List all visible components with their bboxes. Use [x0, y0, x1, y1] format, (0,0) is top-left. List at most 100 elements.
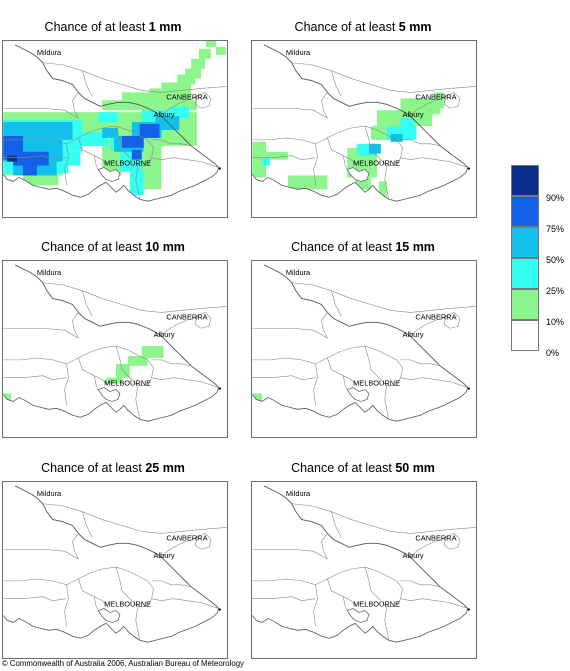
ocean — [3, 608, 227, 658]
city-label-mildura: Mildura — [37, 268, 62, 277]
district-border — [72, 312, 79, 339]
probability-layer-2 — [368, 133, 403, 154]
state-border — [263, 485, 469, 609]
port-phillip-bay — [97, 387, 121, 402]
city-label-albury: Albury — [154, 330, 175, 339]
district-border — [64, 363, 69, 406]
probability-layer-4 — [7, 155, 18, 162]
district-border — [3, 375, 67, 380]
district-border — [135, 606, 141, 641]
act-border — [194, 533, 212, 550]
district-border — [72, 533, 79, 560]
map-canvas-15mm: Mildura CANBERRA Albury MELBOURNE — [252, 264, 476, 437]
district-border — [400, 359, 441, 367]
map-50mm: Mildura CANBERRA Albury MELBOURNE — [251, 481, 477, 659]
district-border — [82, 511, 93, 538]
panel-title-50mm: Chance of at least 50 mm — [291, 461, 435, 475]
probability-layer-3 — [3, 124, 160, 176]
coastline — [3, 167, 220, 202]
city-label-melbourne: MELBOURNE — [353, 600, 400, 609]
port-phillip-bay — [97, 167, 121, 182]
legend-swatch-0 — [511, 320, 539, 351]
district-border — [252, 125, 366, 145]
district-border — [364, 345, 397, 386]
act-border — [443, 533, 461, 550]
ocean — [252, 608, 476, 658]
district-border — [252, 345, 366, 365]
coastline — [3, 608, 220, 643]
city-label-canberra: CANBERRA — [166, 92, 207, 101]
act-border — [443, 312, 461, 329]
district-border — [321, 533, 328, 560]
district-border — [3, 327, 79, 339]
district-border — [400, 598, 468, 609]
cape-marker — [467, 387, 470, 390]
city-label-mildura: Mildura — [286, 48, 311, 57]
district-border — [161, 314, 202, 337]
district-border — [151, 359, 192, 367]
district-border — [93, 155, 99, 170]
city-label-canberra: CANBERRA — [415, 312, 456, 321]
legend-swatch-75 — [511, 196, 539, 227]
district-border — [400, 377, 468, 388]
district-border — [342, 155, 348, 170]
district-border — [3, 345, 117, 365]
district-border — [342, 596, 348, 611]
legend-label-90: 90% — [546, 193, 565, 203]
cape-marker — [218, 387, 221, 390]
district-border — [400, 580, 441, 588]
cape-marker — [218, 608, 221, 611]
district-border — [82, 290, 93, 317]
city-label-melbourne: MELBOURNE — [104, 600, 151, 609]
cape-marker — [218, 167, 221, 170]
ocean — [3, 167, 227, 217]
district-border — [331, 70, 342, 97]
district-border — [78, 357, 109, 386]
district-border — [42, 62, 227, 93]
district-border — [291, 62, 476, 93]
district-border — [364, 345, 403, 386]
map-5mm: Mildura CANBERRA Albury MELBOURNE — [251, 40, 477, 218]
district-border — [400, 157, 468, 168]
coastline — [252, 608, 469, 643]
district-border — [78, 137, 109, 166]
district-border — [135, 165, 141, 200]
panel-title-1mm: Chance of at least 1 mm — [44, 20, 182, 34]
district-border — [252, 548, 328, 560]
city-label-canberra: CANBERRA — [415, 92, 456, 101]
map-canvas-50mm: Mildura CANBERRA Albury MELBOURNE — [252, 485, 476, 658]
cape-marker — [467, 167, 470, 170]
district-border — [313, 363, 318, 406]
state-border — [14, 44, 220, 168]
city-label-albury: Albury — [403, 330, 424, 339]
legend-label-10: 10% — [546, 317, 565, 327]
city-label-melbourne: MELBOURNE — [353, 159, 400, 168]
city-label-mildura: Mildura — [37, 48, 62, 57]
district-border — [384, 606, 390, 641]
city-label-melbourne: MELBOURNE — [104, 159, 151, 168]
district-border — [3, 107, 79, 119]
copyright-notice: © Commonwealth of Australia 2006, Austra… — [2, 659, 244, 668]
district-border — [252, 155, 316, 160]
district-border — [64, 584, 69, 627]
map-canvas-1mm: Mildura CANBERRA Albury MELBOURNE — [3, 41, 227, 217]
coastline — [252, 167, 469, 202]
district-border — [151, 139, 192, 147]
district-border — [321, 92, 328, 119]
district-border — [3, 596, 67, 601]
ocean — [252, 387, 476, 437]
cape-marker — [467, 608, 470, 611]
state-border — [263, 44, 469, 168]
legend-label-25: 25% — [546, 286, 565, 296]
map-15mm: Mildura CANBERRA Albury MELBOURNE — [251, 260, 477, 438]
panel-title-5mm: Chance of at least 5 mm — [294, 20, 432, 34]
district-border — [364, 566, 397, 607]
district-border — [151, 157, 219, 168]
port-phillip-bay — [346, 387, 370, 402]
district-border — [384, 385, 390, 420]
district-border — [364, 125, 403, 166]
district-border — [331, 290, 342, 317]
district-border — [3, 566, 117, 586]
coastline — [3, 387, 220, 422]
district-border — [327, 357, 358, 386]
